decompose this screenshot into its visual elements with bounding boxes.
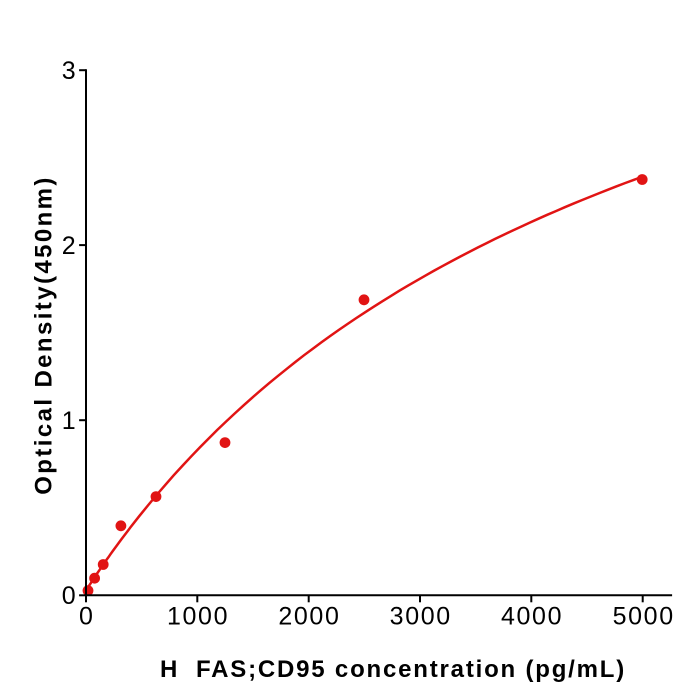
svg-text:0: 0 — [62, 582, 76, 610]
svg-text:5000: 5000 — [613, 603, 675, 631]
svg-text:2000: 2000 — [278, 603, 340, 631]
svg-text:Optical Density(450nm): Optical Density(450nm) — [31, 175, 58, 495]
svg-text:H FAS;CD95 concentration (pg/: H FAS;CD95 concentration (pg/mL) — [160, 656, 626, 683]
svg-text:3000: 3000 — [390, 603, 452, 631]
svg-text:1: 1 — [62, 407, 76, 435]
svg-text:4000: 4000 — [501, 603, 563, 631]
svg-text:0: 0 — [79, 603, 93, 631]
svg-text:2: 2 — [62, 232, 76, 260]
svg-text:1000: 1000 — [167, 603, 229, 631]
svg-text:3: 3 — [62, 57, 76, 85]
